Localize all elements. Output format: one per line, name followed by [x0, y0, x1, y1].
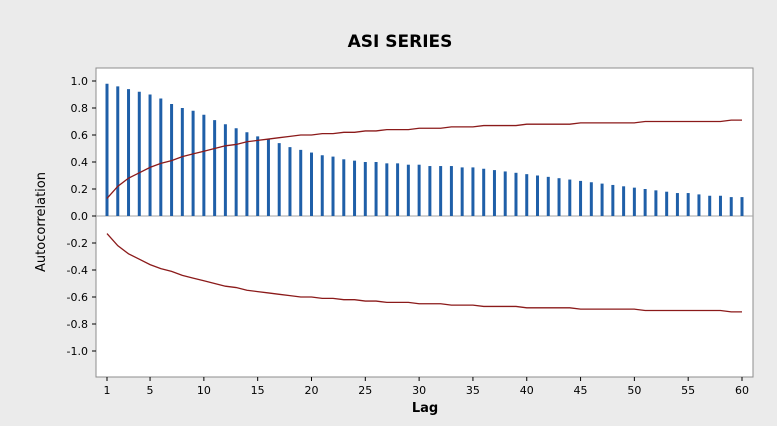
x-tick-label: 60: [735, 384, 749, 397]
x-axis-title: Lag: [412, 401, 438, 416]
x-tick-label: 50: [627, 384, 641, 397]
x-tick-label: 20: [304, 384, 318, 397]
x-tick-label: 40: [520, 384, 534, 397]
x-tick-label: 5: [147, 384, 154, 397]
acf-bars: [105, 83, 744, 216]
y-tick-label: -0.4: [67, 264, 88, 277]
lower-significance-limit: [106, 233, 742, 313]
y-axis-title: Autocorrelation: [34, 172, 49, 272]
x-tick-label: 55: [681, 384, 695, 397]
x-tick-label: 25: [358, 384, 372, 397]
y-tick-label: 1.0: [71, 75, 89, 88]
x-tick-label: 30: [412, 384, 426, 397]
x-tick-label: 45: [574, 384, 588, 397]
y-tick-label: -0.6: [67, 291, 88, 304]
upper-significance-limit: [106, 119, 742, 199]
y-tick-label: -1.0: [67, 345, 88, 358]
x-axis: 1 5 10 15 20 25 30 35 40 45 50 55 60: [104, 377, 749, 397]
x-tick-label: 15: [251, 384, 265, 397]
y-tick-label: -0.8: [67, 318, 88, 331]
y-tick-label: -0.2: [67, 237, 88, 250]
x-tick-label: 35: [466, 384, 480, 397]
x-tick-label: 1: [104, 384, 111, 397]
x-tick-label: 10: [197, 384, 211, 397]
plot-area: [95, 67, 754, 378]
significance-limits: [106, 119, 742, 313]
chart-title: ASI SERIES: [348, 32, 453, 52]
y-tick-label: 0.6: [71, 129, 89, 142]
y-axis: -1.0 -0.8 -0.6 -0.4 -0.2 0.0 0.2 0.4 0.6 0.8 1.0: [67, 75, 96, 358]
y-tick-label: 0.8: [71, 102, 89, 115]
y-tick-label: 0.0: [71, 210, 89, 223]
y-tick-label: 0.2: [71, 183, 89, 196]
y-tick-label: 0.4: [71, 156, 89, 169]
